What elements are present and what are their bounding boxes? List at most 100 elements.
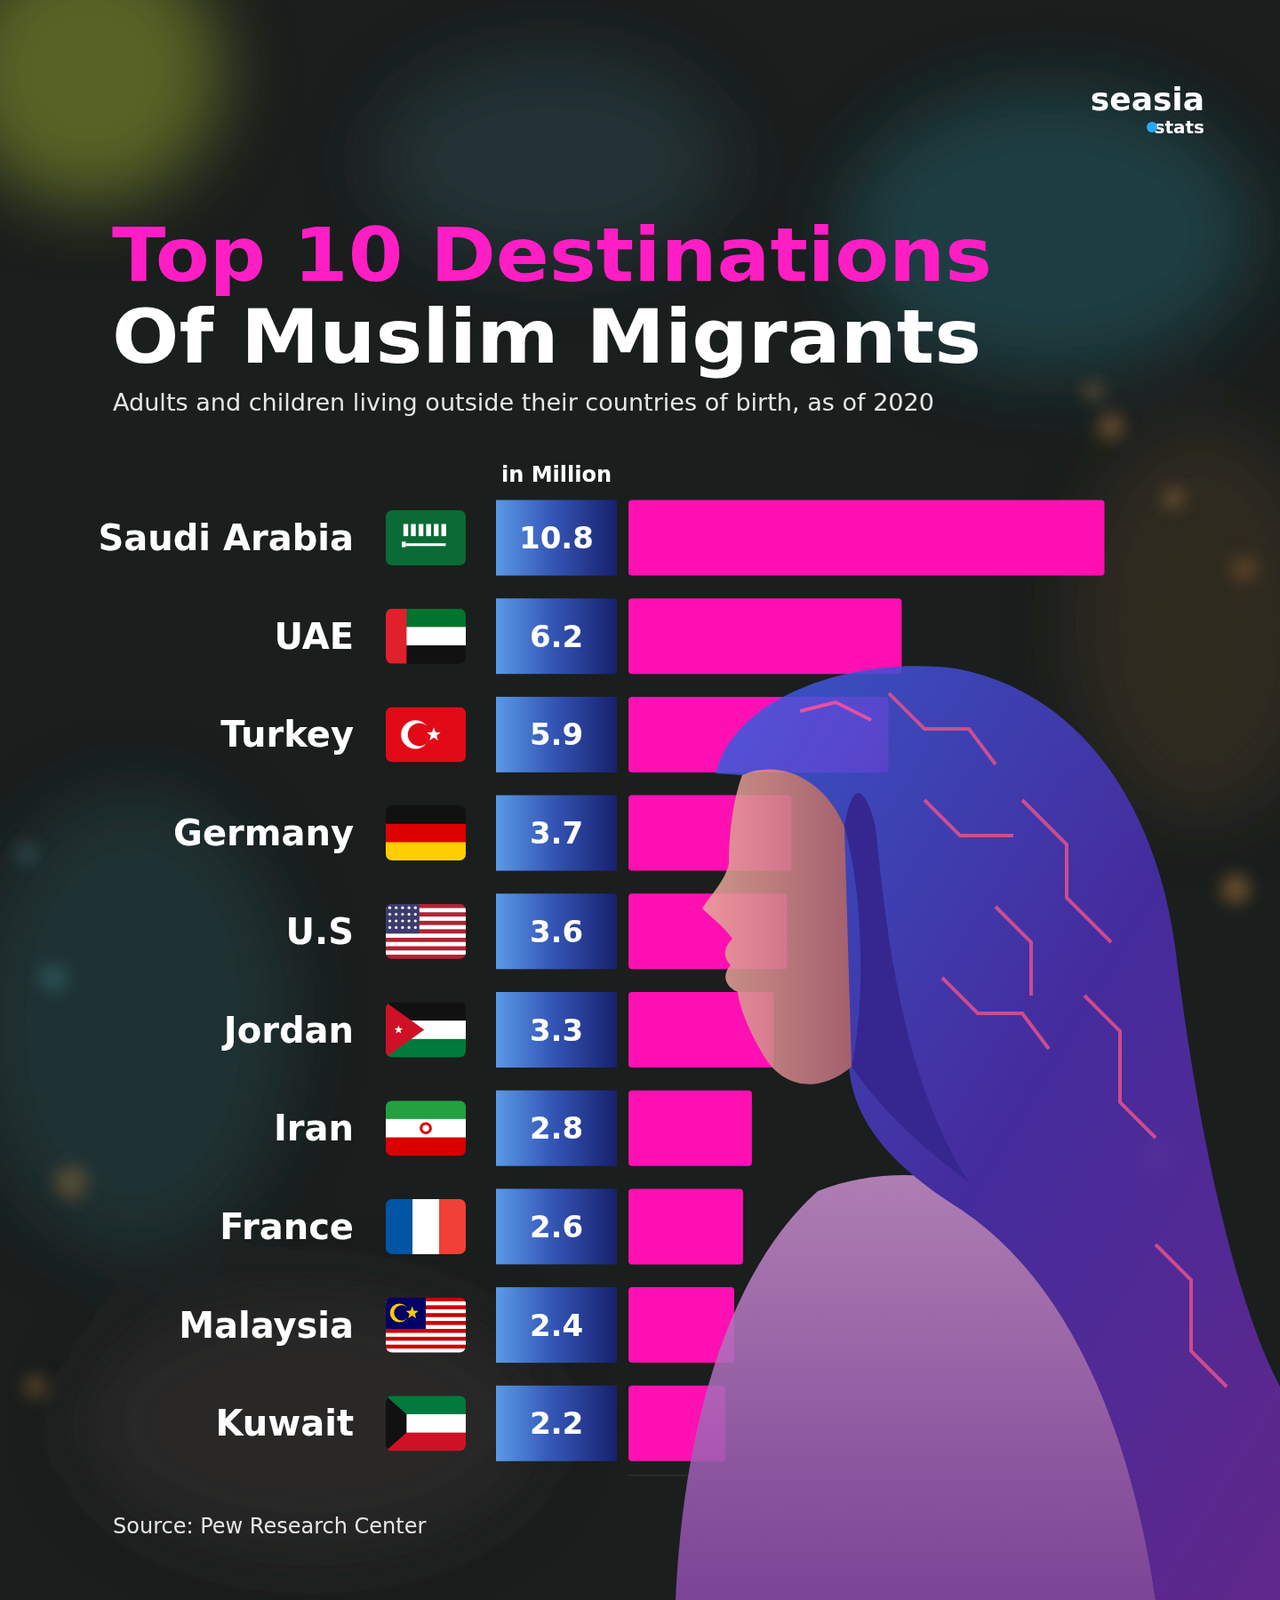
bokeh-dot — [24, 1376, 47, 1398]
bar — [628, 1287, 735, 1363]
background — [0, 0, 1280, 1600]
flag-part — [385, 1137, 466, 1157]
flag-body — [385, 1395, 466, 1451]
flag-body — [385, 510, 466, 566]
value-box — [496, 1188, 617, 1264]
glow — [80, 1288, 543, 1556]
data-label: 2.8 — [529, 1110, 584, 1146]
flag-part — [433, 524, 439, 537]
bokeh-dot — [1085, 383, 1102, 400]
category-label: Iran — [273, 1107, 354, 1149]
flag-part — [385, 945, 466, 951]
category-label: Germany — [173, 812, 354, 854]
flag-part — [425, 524, 431, 537]
flag — [385, 1199, 467, 1255]
pattern-line — [1155, 1244, 1227, 1387]
value-box — [496, 1385, 617, 1462]
flag-part — [426, 727, 440, 741]
flag-part — [385, 1348, 466, 1352]
flag-part — [400, 919, 404, 922]
category-label: Turkey — [220, 713, 354, 755]
pattern-line — [942, 977, 1049, 1049]
flag-part — [400, 926, 404, 929]
flag-part — [401, 541, 407, 547]
pattern-line — [924, 800, 1014, 836]
flag — [385, 510, 466, 566]
source: Source: Pew Research Center — [112, 1513, 426, 1539]
category-label: Kuwait — [215, 1402, 354, 1444]
flag-part — [414, 919, 417, 922]
category-label: Malaysia — [178, 1304, 354, 1346]
face — [702, 768, 852, 1084]
bar — [628, 598, 902, 674]
flag-part — [406, 543, 447, 546]
value-box — [496, 1287, 617, 1363]
data-label: 3.6 — [529, 913, 584, 950]
value-box — [496, 795, 617, 872]
pattern-line — [995, 906, 1032, 996]
category-label: U.S — [286, 911, 354, 952]
bokeh-dot — [55, 1166, 88, 1199]
flag-part — [441, 524, 447, 537]
flag-part — [385, 706, 466, 762]
flag-part — [394, 926, 398, 929]
category-label: Saudi Arabia — [97, 517, 354, 559]
flag-body — [385, 608, 466, 664]
flag-part — [408, 912, 411, 916]
flag — [385, 805, 466, 862]
flag-part — [385, 1199, 414, 1255]
flag — [385, 706, 466, 762]
data-label: 5.9 — [529, 716, 584, 752]
axis-label: in Million — [501, 462, 612, 488]
bar — [628, 500, 1105, 576]
flag-part — [385, 1119, 466, 1138]
subtitle: Adults and children living outside their… — [112, 389, 935, 416]
flag-part — [406, 1306, 419, 1320]
title: Top 10 DestinationsOf Muslim Migrants — [112, 211, 992, 381]
flag-part — [385, 933, 466, 938]
figure — [675, 665, 1280, 1600]
flag-body — [385, 1297, 466, 1353]
data-label: 3.7 — [529, 815, 584, 851]
flag-body — [385, 805, 466, 861]
flag-part — [394, 912, 398, 916]
flag-part — [414, 926, 417, 929]
flag — [385, 608, 466, 665]
glow — [0, 0, 223, 205]
flag-part — [385, 1100, 466, 1120]
flag-body — [385, 904, 466, 960]
title-line: Of Muslim Migrants — [112, 293, 982, 381]
flag-part — [388, 919, 392, 922]
flag — [385, 1100, 466, 1157]
category-label: UAE — [273, 616, 354, 657]
flag-part — [439, 1199, 466, 1255]
flag-part — [385, 1297, 426, 1329]
value-box — [496, 598, 617, 674]
value-box — [496, 696, 617, 773]
flag-part — [385, 1002, 424, 1058]
data-label: 2.4 — [529, 1307, 584, 1344]
flag-part — [385, 954, 466, 960]
pattern-line — [1084, 995, 1156, 1138]
value-box — [496, 500, 617, 576]
bokeh-dot — [1098, 414, 1124, 440]
flag-part — [408, 919, 411, 922]
category-label: Jordan — [221, 1009, 354, 1051]
flag-part — [385, 942, 466, 947]
chart-root: seasiastatsTop 10 DestinationsOf Muslim … — [0, 0, 1280, 1600]
flag-part — [385, 1332, 466, 1337]
flag-part — [414, 906, 417, 910]
category-label: France — [219, 1206, 354, 1248]
flag-part — [388, 906, 392, 910]
flag-part — [385, 1328, 466, 1334]
flag-part — [414, 912, 417, 916]
flag-part — [400, 906, 404, 910]
data-label: 2.2 — [529, 1405, 584, 1441]
flag-part — [385, 904, 420, 934]
flag-part — [408, 906, 411, 910]
flag-part — [400, 912, 404, 916]
flag — [385, 904, 466, 960]
bar — [628, 1188, 744, 1264]
flag-part — [412, 1199, 440, 1255]
flag-part — [385, 841, 466, 861]
